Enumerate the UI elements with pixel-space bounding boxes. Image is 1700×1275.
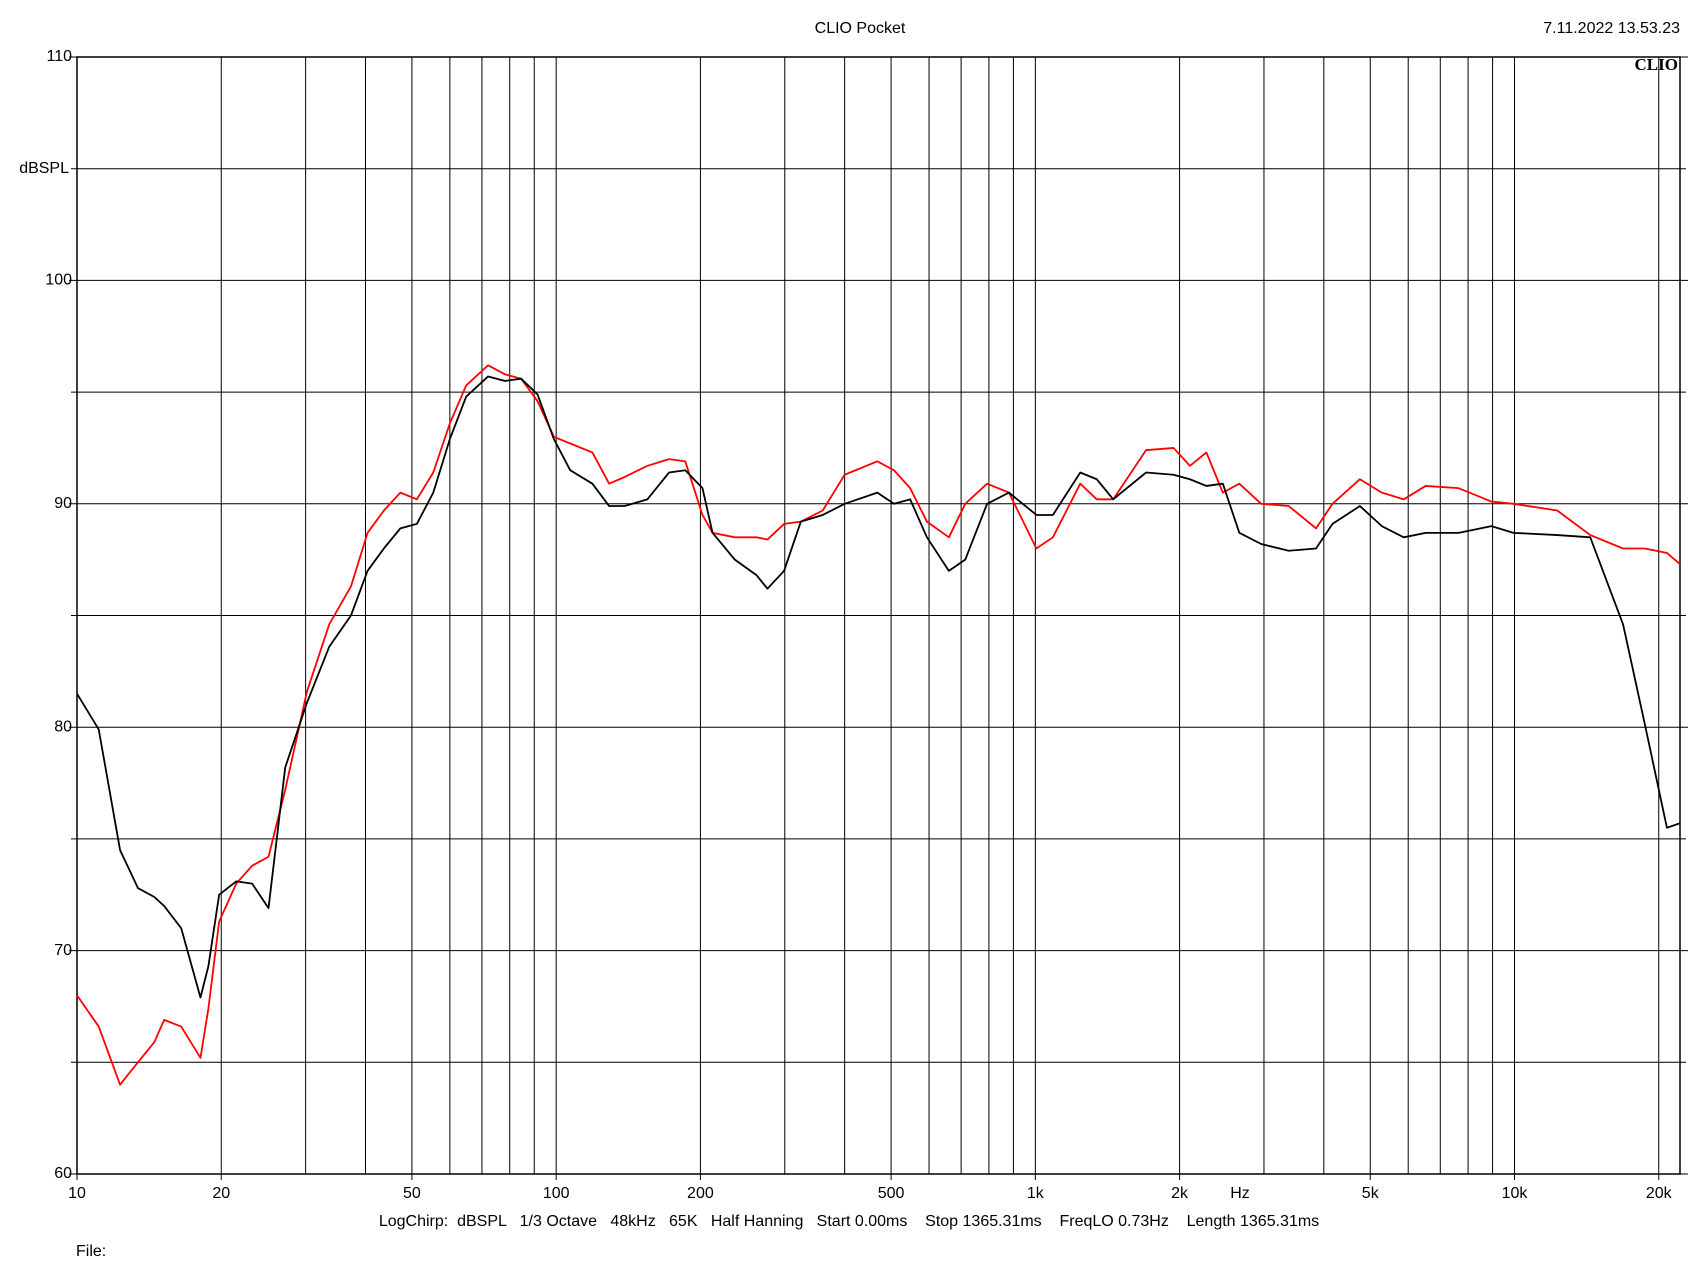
plot-frame (76, 56, 1681, 1175)
y-tick-label: 90 (54, 495, 72, 512)
x-tick-label: 100 (543, 1185, 570, 1202)
x-tick-label: 10 (68, 1185, 86, 1202)
x-tick-label: 2k (1171, 1185, 1189, 1202)
footer: LogChirp: dBSPL 1/3 Octave 48kHz 65K Hal… (379, 1213, 1319, 1230)
y-axis-label: dBSPL (19, 160, 69, 177)
x-tick-label: 50 (403, 1185, 421, 1202)
file-label: File: (76, 1243, 106, 1260)
y-tick-label: 60 (54, 1165, 72, 1182)
x-tick-label: 20 (212, 1185, 230, 1202)
y-tick-label: 70 (54, 942, 72, 959)
x-tick-label: 500 (878, 1185, 905, 1202)
logo: CLIO (1635, 55, 1678, 74)
x-tick-label: 5k (1362, 1185, 1380, 1202)
chart-title: CLIO Pocket (815, 20, 906, 37)
x-axis-label: Hz (1230, 1185, 1250, 1202)
y-tick-label: 100 (45, 272, 72, 289)
x-tick-label: 200 (687, 1185, 714, 1202)
x-tick-label: 1k (1027, 1185, 1045, 1202)
timestamp: 7.11.2022 13.53.23 (1543, 20, 1680, 37)
y-tick-label: 80 (54, 718, 72, 735)
y-tick-label: 110 (46, 48, 72, 65)
series-line (76, 375, 1681, 999)
x-tick-label: 20k (1646, 1185, 1673, 1202)
series-line (76, 364, 1681, 1086)
x-tick-label: 10k (1502, 1185, 1529, 1202)
